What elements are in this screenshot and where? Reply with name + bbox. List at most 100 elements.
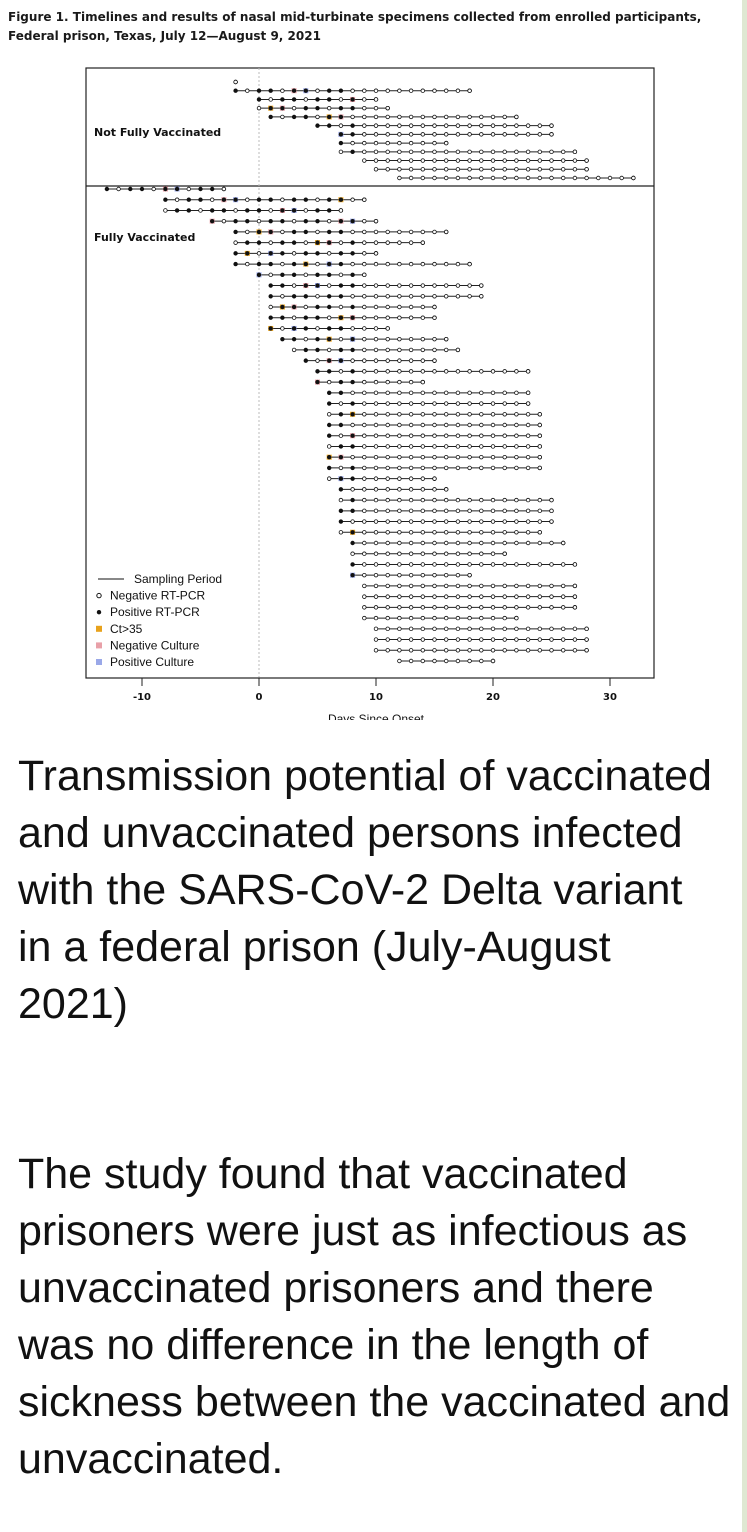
negative-rt-pcr-point [397,562,402,567]
positive-rt-pcr-point [233,88,238,93]
negative-rt-pcr-point [514,158,519,163]
legend-label: Negative Culture [110,638,200,652]
positive-rt-pcr-point [315,105,320,111]
negative-rt-pcr-point [502,114,507,120]
negative-rt-pcr-point [408,658,414,664]
negative-rt-pcr-point [525,583,531,589]
negative-rt-pcr-point [420,304,425,310]
positive-rt-pcr-point [268,251,273,256]
negative-rt-pcr-point [584,167,589,172]
participant-row [338,140,449,146]
negative-rt-pcr-point [420,605,425,610]
plot-frame [85,67,655,679]
positive-rt-pcr-point [256,229,262,235]
negative-rt-pcr-point [584,648,589,653]
negative-rt-pcr-point [420,658,425,664]
participant-row [338,519,554,524]
negative-rt-pcr-point [291,218,297,224]
negative-rt-pcr-point [490,454,496,460]
negative-rt-pcr-point [385,454,390,460]
negative-rt-pcr-point [490,530,496,535]
positive-rt-pcr-point [350,304,355,310]
negative-rt-pcr-point [397,530,402,535]
negative-rt-pcr-point [373,88,379,93]
negative-rt-pcr-point [514,369,519,374]
negative-rt-pcr-point [455,261,461,267]
legend: Sampling Period Negative RT-PCR Positive R… [96,572,222,669]
negative-rt-pcr-point [444,140,449,146]
positive-rt-pcr-point [327,88,332,93]
negative-rt-pcr-point [572,605,578,610]
negative-rt-pcr-point [408,615,414,621]
negative-rt-pcr-point [362,132,367,137]
negative-rt-pcr-point [373,315,379,320]
negative-rt-pcr-point [537,465,542,471]
participant-row [268,283,484,289]
window-edge [742,0,747,1532]
negative-rt-pcr-point [397,605,402,610]
negative-rt-pcr-point [408,508,414,514]
positive-rt-pcr-point [338,412,344,417]
negative-rt-pcr-point [338,240,344,245]
negative-rt-pcr-point [444,422,449,428]
negative-rt-pcr-point [385,105,390,111]
negative-rt-pcr-point [432,294,437,299]
negative-rt-pcr-point [373,572,379,578]
negative-rt-pcr-point [350,487,355,492]
legend-label: Negative RT-PCR [110,589,205,603]
negative-rt-pcr-point [444,401,449,406]
negative-rt-pcr-point [362,476,367,481]
negative-rt-pcr-point [514,562,519,567]
negative-rt-pcr-point [373,114,379,120]
positive-rt-pcr-point [233,261,238,267]
negative-rt-pcr-point [397,583,402,589]
negative-rt-pcr-point [221,218,227,224]
negative-rt-pcr-point [373,283,379,288]
negative-rt-pcr-point [467,497,472,503]
participant-row [315,369,531,374]
participant-row [362,583,578,589]
negative-rt-pcr-point [385,615,390,621]
negative-rt-pcr-point [561,562,566,567]
negative-rt-pcr-point [420,88,425,93]
negative-rt-pcr-point [572,648,578,653]
negative-rt-pcr-point [549,497,554,503]
negative-rt-pcr-point [385,294,390,299]
negative-rt-pcr-point [362,304,367,310]
negative-rt-pcr-point [303,304,308,310]
participant-row [397,175,636,181]
negative-rt-pcr-point [256,105,262,111]
negative-rt-pcr-point [537,444,542,449]
negative-rt-pcr-point [373,530,379,535]
negative-rt-pcr-point [303,208,308,213]
negative-rt-pcr-point [444,648,449,653]
positive-rt-pcr-point [338,132,344,137]
positive-rt-pcr-point [315,97,320,102]
negative-rt-pcr-point [490,562,496,567]
negative-rt-pcr-point [373,379,379,385]
negative-rt-pcr-point [408,229,414,235]
negative-rt-pcr-point [373,97,379,102]
positive-rt-pcr-point [280,218,285,224]
negative-rt-pcr-point [479,433,484,438]
negative-rt-pcr-point [420,283,425,288]
negative-rt-pcr-point [525,540,531,546]
positive-rt-pcr-point [303,197,308,202]
negative-rt-pcr-point [490,551,496,556]
negative-rt-pcr-point [385,487,390,492]
negative-rt-pcr-point [444,540,449,546]
negative-rt-pcr-point [327,283,332,288]
negative-rt-pcr-point [455,347,461,353]
negative-rt-pcr-point [514,114,519,120]
negative-rt-pcr-point [479,114,484,120]
positive-rt-pcr-point [280,208,285,213]
participant-row [338,529,542,535]
negative-rt-pcr-point [373,123,379,128]
participant-row [209,218,379,224]
negative-rt-pcr-point [397,175,402,181]
negative-rt-pcr-point [479,551,484,556]
participant-row [350,572,472,578]
negative-rt-pcr-point [549,605,554,610]
negative-rt-pcr-point [233,208,238,213]
negative-rt-pcr-point [514,519,519,524]
